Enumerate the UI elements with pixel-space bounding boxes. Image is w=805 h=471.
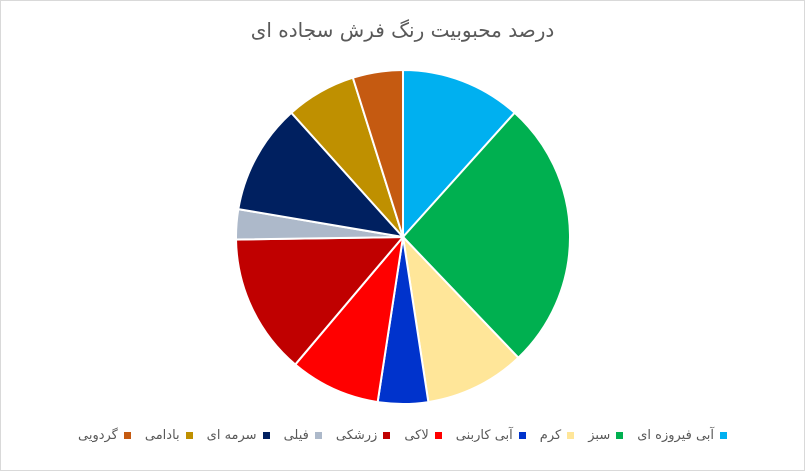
legend-swatch-4 — [434, 432, 442, 439]
legend-label-7: سرمه ای — [206, 428, 257, 443]
legend-item-5: زرشکی — [335, 428, 391, 443]
legend-item-6: فیلی — [284, 428, 322, 443]
legend-swatch-5 — [383, 432, 391, 439]
pie-slice-9 — [351, 68, 404, 238]
chart-legend: آبی فیروزه ای سبز کرم آبی کاربنی لاکی زرشکی فی… — [0, 428, 805, 443]
legend-label-4: لاکی — [404, 428, 429, 443]
legend-swatch-0 — [720, 432, 728, 439]
legend-swatch-1 — [616, 432, 624, 439]
legend-item-2: کرم — [539, 428, 575, 443]
legend-label-5: زرشکی — [335, 428, 378, 443]
legend-swatch-9 — [123, 432, 131, 439]
pie-slice-1 — [401, 111, 571, 360]
legend-label-6: فیلی — [283, 428, 309, 443]
legend-swatch-6 — [314, 432, 322, 439]
legend-item-1: سبز — [588, 428, 624, 443]
pie-slice-0 — [402, 68, 517, 240]
legend-item-3: آبی کاربنی — [456, 428, 526, 443]
legend-label-1: سبز — [588, 428, 611, 443]
legend-label-2: کرم — [539, 428, 562, 443]
legend-item-8: بادامی — [145, 428, 193, 443]
legend-label-8: بادامی — [144, 428, 180, 443]
legend-item-0: آبی فیروزه ای — [637, 428, 728, 443]
pie-slice-7 — [237, 111, 406, 239]
pie-slice-4 — [293, 233, 405, 404]
legend-item-9: گردویی — [78, 428, 131, 443]
legend-swatch-8 — [185, 432, 193, 439]
legend-label-9: گردویی — [77, 428, 118, 443]
pie-slice-2 — [401, 234, 520, 404]
legend-item-4: لاکی — [404, 428, 442, 443]
legend-item-7: سرمه ای — [207, 428, 270, 443]
legend-swatch-3 — [518, 432, 526, 439]
legend-swatch-2 — [567, 432, 575, 439]
legend-label-0: آبی فیروزه ای — [637, 428, 715, 443]
chart-title: درصد محبوبیت رنگ فرش سجاده ای — [250, 18, 555, 42]
legend-swatch-7 — [262, 432, 270, 439]
pie-slice-5 — [235, 235, 406, 366]
legend-label-3: آبی کاربنی — [455, 428, 513, 443]
